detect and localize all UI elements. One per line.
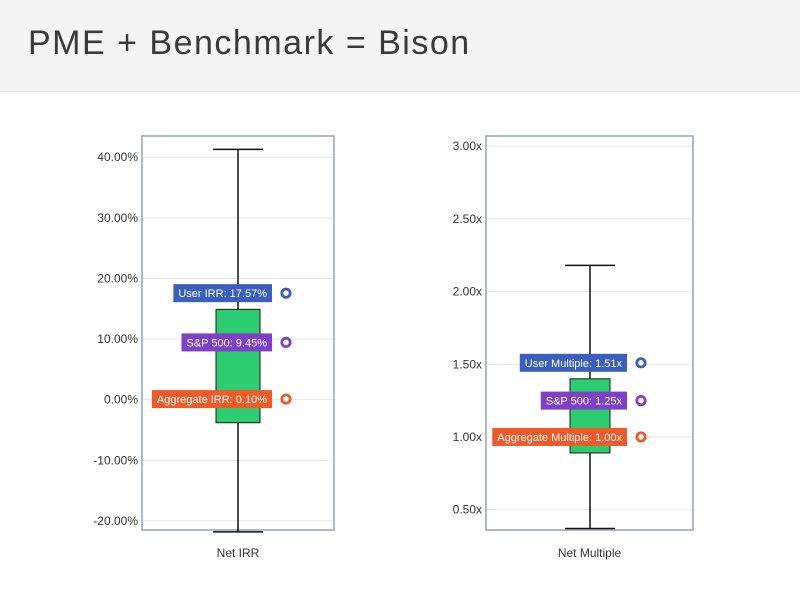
y-tick-label: 20.00% (97, 271, 138, 285)
y-tick-label: 2.00x (453, 285, 482, 299)
marker-label-bg-aggregate (151, 390, 272, 409)
x-axis-label: Net Multiple (558, 546, 622, 560)
marker-label-aggregate: Aggregate IRR: 0.10% (157, 394, 267, 406)
marker-dot-user[interactable] (635, 357, 647, 369)
box-plot-2: 0.50x 1.00x 1.50x 2.00x 2.50x 3.00x User Multi… (453, 135, 694, 560)
marker-label-bg-sp500 (540, 391, 627, 410)
box-plot-1: -20.00% -10.00% 0.00% 10.00% 20.00% 30.00% 40.… (93, 135, 335, 560)
x-axis-label: Net IRR (217, 546, 260, 560)
y-tick-label: 0.00% (104, 393, 138, 407)
marker-label-user: User IRR: 17.57% (178, 288, 267, 300)
marker-label-bg-sp500 (181, 333, 272, 352)
y-tick-label: 1.50x (453, 357, 482, 371)
y-tick-label: -20.00% (93, 514, 138, 528)
marker-dot-aggregate[interactable] (635, 431, 647, 443)
page-title: PME + Benchmark = Bison (28, 24, 471, 62)
marker-dot-sp500[interactable] (280, 336, 292, 348)
marker-dot-aggregate[interactable] (280, 393, 292, 405)
y-tick-label: 10.00% (97, 332, 138, 346)
marker-label-bg-user (173, 284, 272, 303)
plot-frame (485, 135, 694, 531)
y-tick-label: 30.00% (97, 211, 138, 225)
marker-dot-sp500[interactable] (635, 395, 647, 407)
marker-dot-user[interactable] (280, 287, 292, 299)
page-header: PME + Benchmark = Bison (0, 0, 800, 92)
y-tick-label: 1.00x (453, 430, 482, 444)
marker-label-sp500: S&P 500: 1.25x (546, 396, 623, 408)
marker-label-bg-user (519, 353, 627, 372)
y-tick-label: 3.00x (453, 139, 482, 153)
y-tick-label: 2.50x (453, 212, 482, 226)
marker-label-aggregate: Aggregate Multiple: 1.00x (497, 432, 622, 444)
marker-label-sp500: S&P 500: 9.45% (186, 337, 267, 349)
marker-label-user: User Multiple: 1.51x (525, 358, 623, 370)
y-tick-label: 0.50x (453, 503, 482, 517)
marker-label-bg-aggregate (492, 427, 627, 446)
y-tick-label: -10.00% (93, 453, 138, 467)
y-tick-label: 40.00% (97, 150, 138, 164)
